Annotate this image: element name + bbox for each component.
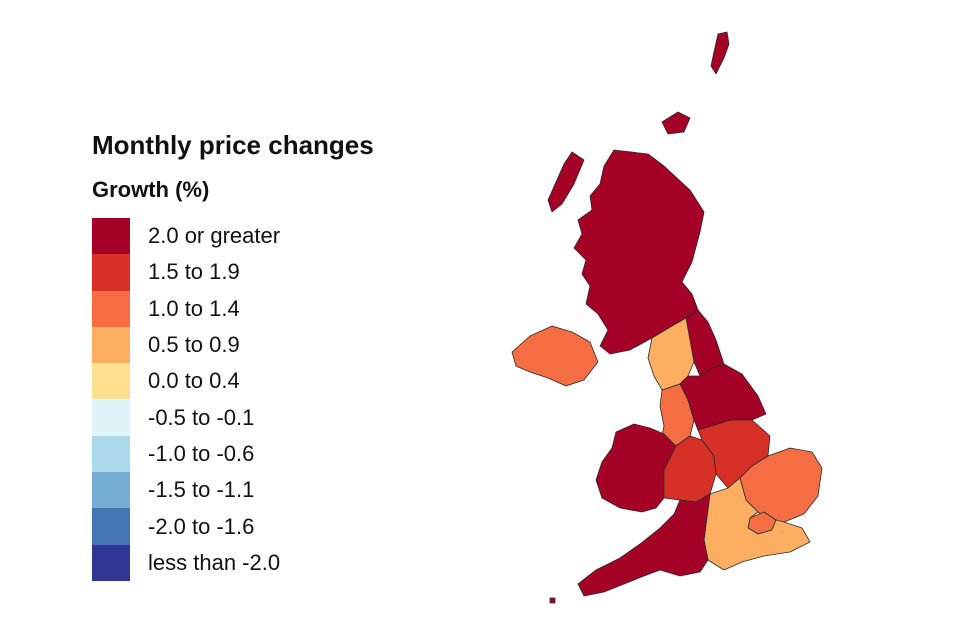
region-northern-ireland	[511, 325, 599, 387]
legend-label: -1.0 to -0.6	[148, 440, 255, 466]
region-scotland	[573, 149, 705, 355]
region-scilly	[549, 597, 556, 604]
legend-item: -1.0 to -0.6	[92, 435, 432, 473]
legend-swatch	[92, 254, 130, 291]
legend-item: less than -2.0	[92, 544, 432, 581]
legend-swatch	[92, 326, 130, 364]
legend-label: -2.0 to -1.6	[148, 513, 255, 539]
legend-item: -2.0 to -1.6	[92, 508, 432, 545]
legend-label: -0.5 to -0.1	[148, 404, 255, 430]
legend-item: 2.0 or greater	[92, 218, 432, 255]
legend-swatch	[92, 290, 130, 327]
legend-swatch	[92, 399, 130, 436]
legend-label: 1.0 to 1.4	[148, 295, 240, 321]
region-orkney	[661, 111, 691, 135]
region-wales	[595, 423, 677, 513]
legend-label: -1.5 to -1.1	[148, 477, 255, 503]
legend-label: 1.5 to 1.9	[148, 259, 240, 285]
legend-subtitle: Growth (%)	[92, 177, 210, 202]
legend-swatch	[92, 218, 130, 255]
legend-items: 2.0 or greater 1.5 to 1.9 1.0 to 1.4 0.5 to…	[92, 218, 432, 581]
region-south-west	[577, 493, 711, 597]
legend-item: 1.5 to 1.9	[92, 254, 432, 291]
legend-item: 0.0 to 0.4	[92, 363, 432, 400]
legend-title: Monthly price changes	[92, 130, 374, 160]
legend-label: 0.0 to 0.4	[148, 368, 240, 394]
legend-swatch	[92, 508, 130, 545]
region-south-east	[703, 477, 811, 571]
legend-item: -0.5 to -0.1	[92, 399, 432, 436]
legend-swatch	[92, 435, 130, 473]
legend-swatch	[92, 472, 130, 509]
region-shetland	[710, 31, 730, 75]
legend-item: 0.5 to 0.9	[92, 326, 432, 364]
legend-label: less than -2.0	[148, 549, 281, 575]
legend-swatch	[92, 544, 130, 581]
region-outer-hebrides	[547, 151, 585, 213]
legend-item: 1.0 to 1.4	[92, 290, 432, 327]
legend-label: 0.5 to 0.9	[148, 332, 240, 358]
map-legend: Monthly price changes Growth (%) 2.0 or …	[92, 128, 432, 581]
legend-label: 2.0 or greater	[148, 223, 281, 249]
legend-swatch	[92, 363, 130, 400]
legend-item: -1.5 to -1.1	[92, 472, 432, 509]
